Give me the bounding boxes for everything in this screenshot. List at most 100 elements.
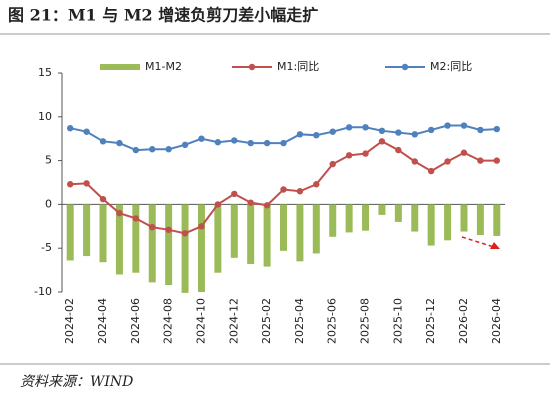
point [280, 186, 287, 193]
point [198, 223, 205, 230]
point [345, 124, 353, 131]
point [362, 150, 369, 157]
point [116, 139, 123, 147]
bar [427, 204, 435, 246]
bar [460, 204, 468, 232]
x-tick-label: 2024-12 [227, 298, 240, 344]
chart-title: 图 21：M1 与 M2 增速负剪刀差小幅走扩 [8, 6, 318, 25]
point [378, 138, 386, 145]
legend-swatch [248, 63, 256, 71]
legend-label: M1:同比 [277, 60, 319, 73]
y-tick-label: 0 [45, 197, 52, 210]
point [362, 124, 369, 131]
point [296, 188, 304, 195]
y-tick-label: 15 [38, 66, 52, 79]
point [99, 195, 107, 203]
point [313, 181, 320, 188]
point [493, 125, 500, 133]
point [378, 127, 386, 135]
point [181, 230, 189, 237]
bar [329, 204, 337, 237]
y-tick-label: 10 [38, 110, 52, 123]
x-tick-label: 2025-06 [326, 298, 339, 344]
point [329, 128, 336, 135]
bar [493, 204, 501, 236]
bar [362, 204, 370, 231]
point [247, 199, 254, 206]
bar [230, 204, 238, 258]
point [149, 146, 156, 153]
point [395, 146, 402, 154]
point [280, 139, 287, 147]
point [263, 139, 271, 147]
point [493, 157, 500, 164]
point [313, 131, 320, 139]
point [444, 122, 451, 129]
x-tick-label: 2025-02 [260, 298, 273, 344]
bar [66, 204, 74, 261]
point [427, 167, 435, 175]
bar [197, 204, 205, 292]
point [296, 131, 304, 138]
point [165, 226, 172, 234]
point [181, 141, 189, 149]
point [444, 158, 451, 165]
y-tick-label: -5 [41, 241, 52, 254]
point [99, 138, 107, 145]
trend-arrow [461, 236, 500, 249]
point [231, 190, 238, 198]
x-tick-label: 2024-04 [96, 298, 109, 344]
point [427, 126, 435, 134]
bar [476, 204, 484, 236]
bar [148, 204, 156, 283]
bar [165, 204, 173, 285]
bar [214, 204, 222, 273]
x-tick-label: 2025-08 [359, 298, 372, 344]
y-tick-label: 5 [45, 154, 52, 167]
point [83, 128, 90, 135]
bar [181, 204, 189, 293]
x-tick-label: 2024-06 [129, 298, 142, 344]
point [214, 201, 222, 208]
point [67, 124, 74, 132]
bar [411, 204, 419, 232]
legend-label: M1-M2 [145, 60, 182, 73]
bar [280, 204, 287, 251]
bar [378, 204, 386, 215]
point [198, 135, 205, 142]
point [116, 209, 123, 217]
x-tick-label: 2026-02 [457, 298, 470, 344]
bar [99, 204, 107, 263]
point [132, 215, 140, 222]
x-tick-label: 2024-02 [63, 298, 76, 344]
legend-swatch [100, 64, 140, 70]
bar [296, 204, 304, 262]
point [132, 146, 140, 154]
point [477, 157, 484, 164]
point [329, 160, 336, 168]
legend-swatch [401, 63, 409, 71]
point [231, 137, 238, 144]
bar [345, 204, 353, 233]
x-tick-label: 2025-04 [293, 298, 306, 344]
point [165, 146, 172, 153]
point [345, 152, 353, 159]
bar [312, 204, 320, 254]
x-tick-label: 2024-10 [194, 298, 207, 344]
point [460, 122, 468, 129]
bar [115, 204, 123, 275]
point [247, 139, 254, 147]
point [83, 180, 90, 187]
x-tick-label: 2025-12 [424, 298, 437, 344]
bar [444, 204, 452, 241]
bar [83, 204, 91, 257]
x-tick-label: 2025-10 [391, 298, 404, 344]
y-tick-label: -10 [34, 285, 52, 298]
bar [247, 204, 255, 264]
point [395, 129, 402, 136]
point [214, 139, 222, 146]
point [149, 223, 156, 231]
source-note: 资料来源：WIND [20, 374, 133, 390]
point [460, 149, 468, 156]
